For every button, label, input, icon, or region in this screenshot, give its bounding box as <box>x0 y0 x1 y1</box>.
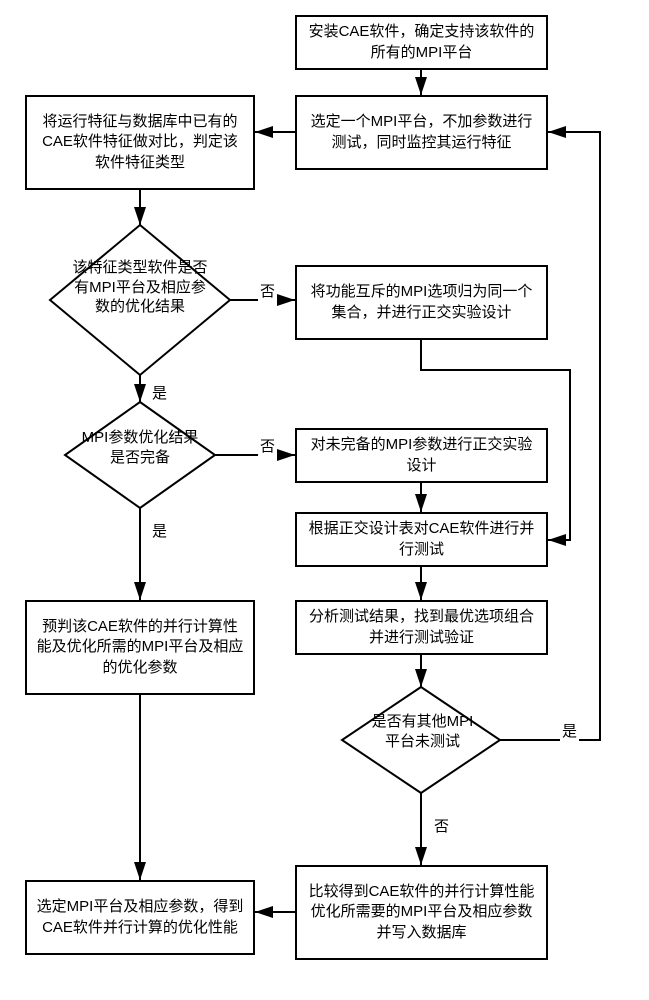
label-text: 否 <box>260 283 275 300</box>
node-orthogonal-group: 将功能互斥的MPI选项归为同一个集合，并进行正交实验设计 <box>295 265 548 340</box>
diamond-text: MPI参数优化结果是否完备 <box>82 429 199 466</box>
node-text: 对未完备的MPI参数进行正交实验设计 <box>305 435 538 476</box>
label-yes-3: 是 <box>560 720 579 741</box>
node-text: 选定MPI平台及相应参数，得到CAE软件并行计算的优化性能 <box>35 897 245 938</box>
label-no-2: 否 <box>258 435 277 456</box>
node-text: 预判该CAE软件的并行计算性能及优化所需的MPI平台及相应的优化参数 <box>35 617 245 678</box>
label-text: 是 <box>152 523 167 540</box>
decision-params-complete-text: MPI参数优化结果是否完备 <box>80 428 200 467</box>
label-text: 是 <box>562 723 577 740</box>
node-text: 将功能互斥的MPI选项归为同一个集合，并进行正交实验设计 <box>305 282 538 323</box>
label-no-3: 否 <box>432 815 451 836</box>
node-text: 安装CAE软件，确定支持该软件的所有的MPI平台 <box>305 22 538 63</box>
node-predict-perf: 预判该CAE软件的并行计算性能及优化所需的MPI平台及相应的优化参数 <box>25 600 255 695</box>
node-compare-features: 将运行特征与数据库中已有的CAE软件特征做对比，判定该软件特征类型 <box>25 95 255 190</box>
node-text: 比较得到CAE软件的并行计算性能优化所需要的MPI平台及相应参数并写入数据库 <box>305 882 538 943</box>
node-text: 分析测试结果，找到最优选项组合并进行测试验证 <box>305 607 538 648</box>
node-parallel-test: 根据正交设计表对CAE软件进行并行测试 <box>295 512 548 567</box>
node-orthogonal-params: 对未完备的MPI参数进行正交实验设计 <box>295 428 548 483</box>
node-final-select: 选定MPI平台及相应参数，得到CAE软件并行计算的优化性能 <box>25 880 255 955</box>
diamond-text: 是否有其他MPI平台未测试 <box>372 713 474 750</box>
decision-other-mpi-text: 是否有其他MPI平台未测试 <box>365 712 480 751</box>
label-text: 否 <box>434 818 449 835</box>
node-text: 选定一个MPI平台，不加参数进行测试，同时监控其运行特征 <box>305 112 538 153</box>
node-analyze-results: 分析测试结果，找到最优选项组合并进行测试验证 <box>295 600 548 655</box>
label-no-1: 否 <box>258 280 277 301</box>
node-select-mpi: 选定一个MPI平台，不加参数进行测试，同时监控其运行特征 <box>295 95 548 170</box>
node-text: 根据正交设计表对CAE软件进行并行测试 <box>305 519 538 560</box>
node-text: 将运行特征与数据库中已有的CAE软件特征做对比，判定该软件特征类型 <box>35 112 245 173</box>
label-yes-2: 是 <box>150 520 169 541</box>
node-compare-write-db: 比较得到CAE软件的并行计算性能优化所需要的MPI平台及相应参数并写入数据库 <box>295 865 548 960</box>
label-yes-1: 是 <box>150 382 169 403</box>
diamond-text: 该特征类型软件是否有MPI平台及相应参数的优化结果 <box>72 259 207 315</box>
label-text: 否 <box>260 438 275 455</box>
node-install-cae: 安装CAE软件，确定支持该软件的所有的MPI平台 <box>295 15 548 70</box>
decision-has-optimization-text: 该特征类型软件是否有MPI平台及相应参数的优化结果 <box>70 258 210 317</box>
label-text: 是 <box>152 385 167 402</box>
